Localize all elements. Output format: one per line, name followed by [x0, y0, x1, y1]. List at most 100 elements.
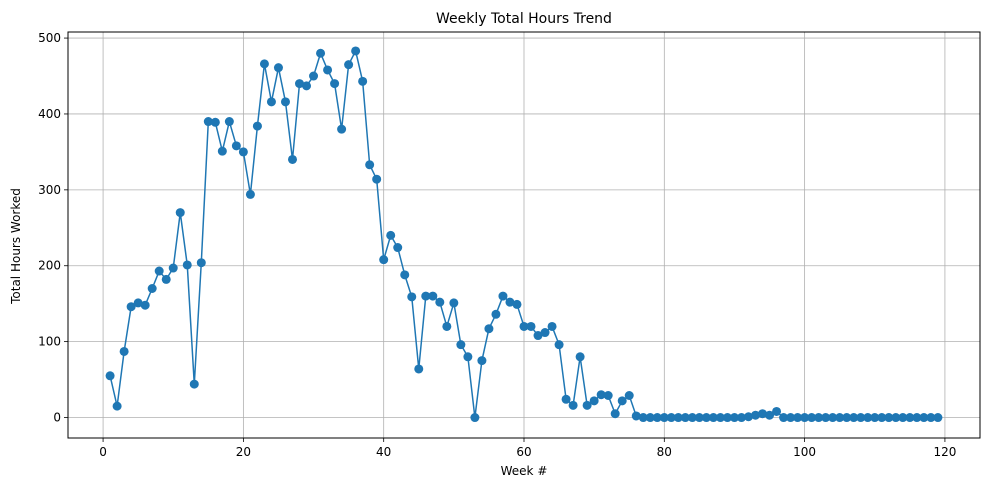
data-point [252, 121, 262, 131]
data-point [309, 71, 319, 81]
data-point [807, 413, 817, 423]
data-point [589, 396, 599, 406]
data-point [189, 379, 199, 389]
data-point [533, 331, 543, 341]
data-point [470, 413, 480, 423]
data-point [245, 189, 255, 199]
data-point [484, 324, 494, 334]
data-point [519, 321, 529, 331]
y-tick-label: 300 [38, 183, 61, 197]
data-point [126, 302, 136, 312]
data-point [421, 291, 431, 301]
data-point [645, 413, 655, 423]
data-point [877, 413, 887, 423]
data-point [112, 401, 122, 411]
data-point [372, 174, 382, 184]
y-tick-label: 500 [38, 31, 61, 45]
data-point [540, 328, 550, 338]
data-point [393, 243, 403, 253]
data-point [617, 396, 627, 406]
data-point [512, 299, 522, 309]
data-point [477, 356, 487, 366]
data-point [379, 255, 389, 265]
x-tick-label: 120 [933, 445, 956, 459]
data-point [175, 208, 185, 218]
data-point [547, 321, 557, 331]
data-point [758, 409, 768, 419]
data-point [835, 413, 845, 423]
series-layer [105, 46, 943, 423]
data-point [168, 263, 178, 273]
data-point [435, 297, 445, 307]
x-tick-label: 0 [99, 445, 107, 459]
x-tick-label: 20 [236, 445, 251, 459]
data-point [575, 352, 585, 362]
data-point [659, 413, 669, 423]
data-point [330, 79, 340, 89]
data-point [147, 284, 157, 294]
data-point [898, 413, 908, 423]
data-point [849, 413, 859, 423]
data-point [302, 81, 312, 91]
data-point [344, 60, 354, 70]
axis-ticks: 0 20 40 60 80 100 120 0 100 200 300 400 500 [38, 31, 956, 459]
data-point [638, 413, 648, 423]
data-point [456, 340, 466, 350]
data-point [842, 413, 852, 423]
data-point [765, 410, 775, 420]
data-point [743, 412, 753, 422]
data-point [266, 97, 276, 107]
data-point [708, 413, 718, 423]
data-point [786, 413, 796, 423]
data-point [884, 413, 894, 423]
data-point [526, 321, 536, 331]
y-axis-title: Total Hours Worked [9, 188, 23, 305]
data-point [561, 394, 571, 404]
data-point [687, 413, 697, 423]
data-point [224, 117, 234, 127]
data-point [505, 297, 515, 307]
data-point [891, 413, 901, 423]
data-point [231, 141, 241, 151]
data-point [694, 413, 704, 423]
data-point [912, 413, 922, 423]
chart-title: Weekly Total Hours Trend [436, 11, 612, 27]
data-point [729, 413, 739, 423]
data-point [133, 298, 143, 308]
data-point [287, 154, 297, 164]
data-point [715, 413, 725, 423]
data-point [273, 63, 283, 73]
data-point [365, 160, 375, 170]
y-tick-label: 100 [38, 335, 61, 349]
data-point [351, 46, 361, 56]
data-point [905, 413, 915, 423]
data-point [624, 391, 634, 401]
data-point [793, 413, 803, 423]
data-point [323, 65, 333, 75]
data-point [463, 352, 473, 362]
x-axis-title: Week # [501, 464, 548, 478]
data-point [238, 147, 248, 157]
data-point [295, 79, 305, 89]
y-tick-label: 400 [38, 107, 61, 121]
data-point [358, 76, 368, 86]
data-point [414, 364, 424, 374]
data-point [610, 409, 620, 419]
data-point [161, 274, 171, 284]
data-point [217, 146, 227, 156]
data-point [119, 346, 129, 356]
y-tick-label: 200 [38, 259, 61, 273]
data-point [154, 266, 164, 276]
data-point [926, 413, 936, 423]
data-point [386, 230, 396, 240]
data-point [407, 292, 417, 302]
data-point [870, 413, 880, 423]
data-point [337, 124, 347, 134]
x-tick-label: 60 [516, 445, 531, 459]
data-point [491, 309, 501, 319]
data-point [821, 413, 831, 423]
data-point [140, 300, 150, 310]
data-point [259, 59, 269, 69]
